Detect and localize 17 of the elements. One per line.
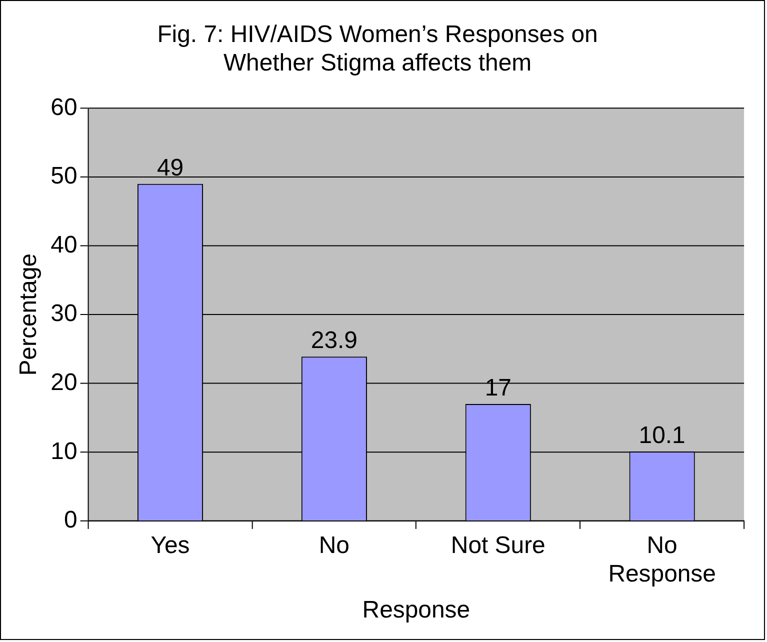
x-tick-label: Not Sure: [450, 532, 546, 559]
x-tick-label: Yes: [150, 532, 190, 559]
x-tick-label: No: [318, 532, 350, 559]
data-label: 10.1: [638, 422, 686, 450]
y-tick-label: 50: [50, 162, 78, 190]
data-label: 23.9: [310, 327, 358, 354]
y-axis-title: Percentage: [14, 253, 42, 376]
y-tick-label: 60: [50, 94, 78, 121]
x-tick-label: No Response: [608, 532, 716, 588]
chart-title: Fig. 7: HIV/AIDS Women’s Responses on Whether Stigma affects them: [157, 20, 598, 77]
y-tick-label: 40: [50, 231, 78, 258]
y-tick-label: 10: [50, 438, 78, 465]
y-tick-label: 30: [50, 300, 78, 328]
y-tick-label: 0: [64, 506, 78, 534]
x-axis-title: Response: [362, 596, 470, 624]
y-tick-label: 20: [50, 369, 78, 396]
data-label: 49: [156, 154, 184, 182]
